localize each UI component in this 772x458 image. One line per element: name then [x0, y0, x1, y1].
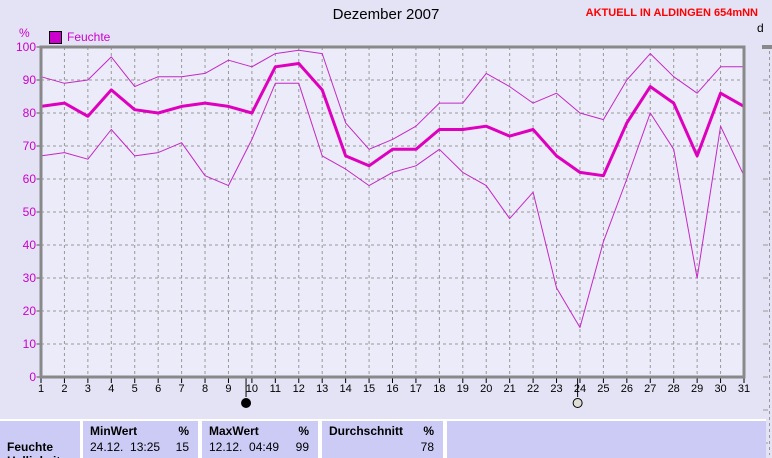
svg-text:7: 7: [179, 383, 185, 395]
svg-text:22: 22: [527, 383, 539, 395]
svg-text:27: 27: [644, 383, 656, 395]
svg-text:20: 20: [23, 304, 37, 318]
svg-text:10: 10: [246, 383, 258, 395]
svg-text:9: 9: [225, 383, 231, 395]
svg-text:50: 50: [23, 205, 37, 219]
plot-frame: [39, 45, 746, 379]
svg-text:70: 70: [23, 139, 37, 153]
x-axis-labels: 1 2 3 4 5 6 7 8 9 10 11 12 13 14 15 16 17 18 19 20 21 22 23 24 2…: [38, 378, 750, 395]
svg-text:26: 26: [621, 383, 633, 395]
durchschnitt-value: 78: [420, 440, 434, 454]
svg-text:60: 60: [23, 172, 37, 186]
y-axis-unit-label: %: [19, 26, 30, 40]
stats-cell-sensor: Feuchte Helligkeit: [0, 421, 80, 458]
svg-text:15: 15: [363, 383, 375, 395]
svg-text:16: 16: [386, 383, 398, 395]
next-sensor-row-label-clipped: Helligkeit: [7, 454, 71, 458]
page-title: Dezember 2007: [332, 6, 440, 23]
svg-text:13: 13: [316, 383, 328, 395]
svg-text:5: 5: [132, 383, 138, 395]
minwert-unit: %: [178, 424, 189, 438]
legend-swatch-icon: [49, 30, 62, 44]
svg-text:14: 14: [340, 383, 352, 395]
adjacent-chart-axis-label: d: [757, 21, 764, 35]
svg-text:25: 25: [597, 383, 609, 395]
svg-text:3: 3: [85, 383, 91, 395]
svg-text:40: 40: [23, 238, 37, 252]
full-moon-icon: [572, 398, 583, 408]
stats-cell-empty: [447, 421, 766, 458]
maxwert-value: 99: [295, 440, 309, 454]
svg-text:29: 29: [691, 383, 703, 395]
svg-text:18: 18: [433, 383, 445, 395]
stats-table: Feuchte Helligkeit MinWert % 24.12. 13:2…: [0, 419, 766, 458]
svg-text:4: 4: [108, 383, 114, 395]
moon-phase-markers: [241, 377, 583, 408]
svg-text:30: 30: [714, 383, 726, 395]
maxwert-unit: %: [298, 424, 309, 438]
series-line-min: [40, 82, 745, 328]
stats-cell-durchschnitt: Durchschnitt % 78: [322, 421, 443, 458]
minwert-datetime: 24.12. 13:25: [90, 440, 161, 454]
svg-text:80: 80: [23, 106, 37, 120]
svg-text:23: 23: [550, 383, 562, 395]
svg-text:6: 6: [155, 383, 161, 395]
svg-text:31: 31: [738, 383, 750, 395]
svg-text:19: 19: [457, 383, 469, 395]
durchschnitt-unit: %: [423, 424, 434, 438]
svg-text:100: 100: [16, 40, 36, 54]
svg-text:90: 90: [23, 73, 37, 87]
svg-text:21: 21: [504, 383, 516, 395]
svg-text:20: 20: [480, 383, 492, 395]
y-axis-labels: 0 10 20 30 40 50 60 70 80 90 100: [16, 40, 41, 384]
maxwert-datetime: 12.12. 04:49: [209, 440, 280, 454]
svg-text:24: 24: [574, 383, 586, 395]
svg-text:2: 2: [61, 383, 67, 395]
new-moon-icon: [241, 398, 252, 408]
legend: Feuchte: [49, 30, 110, 44]
svg-text:12: 12: [293, 383, 305, 395]
durchschnitt-header: Durchschnitt: [329, 424, 404, 438]
series-line-mean: [40, 62, 745, 178]
svg-text:30: 30: [23, 271, 37, 285]
svg-text:8: 8: [202, 383, 208, 395]
legend-label: Feuchte: [67, 30, 111, 44]
stats-cell-maxwert: MaxWert % 12.12. 04:49 99: [202, 421, 318, 458]
svg-text:0: 0: [29, 370, 36, 384]
svg-text:11: 11: [270, 383, 281, 395]
svg-text:1: 1: [38, 383, 44, 395]
svg-text:10: 10: [23, 337, 37, 351]
sensor-row-label: Feuchte: [7, 440, 54, 454]
maxwert-header: MaxWert: [209, 424, 259, 438]
series-line-max: [40, 49, 744, 150]
minwert-header: MinWert: [90, 424, 138, 438]
stats-cell-minwert: MinWert % 24.12. 13:25 15: [83, 421, 198, 458]
svg-text:28: 28: [668, 383, 680, 395]
svg-text:17: 17: [410, 383, 422, 395]
minwert-value: 15: [175, 440, 189, 454]
adjacent-chart-axis-fragment: [762, 45, 772, 455]
status-text: AKTUELL IN ALDINGEN 654mNN: [585, 7, 758, 19]
